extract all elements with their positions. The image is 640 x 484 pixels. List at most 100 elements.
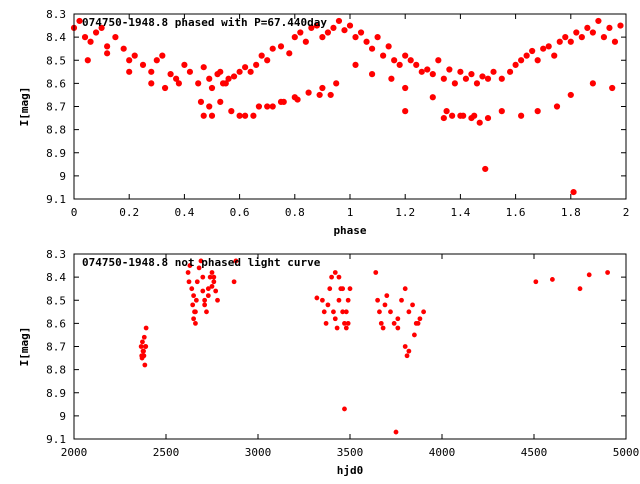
phased-data-point	[490, 68, 497, 75]
phased-data-point	[609, 84, 616, 92]
phased-data-point	[529, 47, 536, 55]
phased-data-point	[341, 27, 348, 34]
phased-data-point	[269, 103, 276, 110]
phased-data-point	[327, 91, 334, 99]
phased-data-point	[225, 75, 232, 82]
phased-data-point	[206, 103, 213, 110]
unphased-data-point	[533, 279, 539, 285]
phased-x-tick-label: 1	[347, 206, 354, 219]
phased-data-point	[457, 68, 464, 75]
unphased-x-tick-label: 4500	[521, 446, 548, 459]
unphased-data-point	[202, 302, 208, 308]
phased-points	[70, 17, 624, 196]
phased-data-point	[291, 34, 298, 41]
unphased-ticks: 2000 2500 3000 3500 4000 4500 5000 8.3 8.4 8.5 8.6…	[46, 248, 639, 459]
phased-data-point	[330, 24, 337, 31]
phased-data-point	[335, 17, 343, 25]
unphased-data-point	[209, 283, 215, 289]
unphased-x-axis-label: hjd0	[337, 464, 364, 477]
phased-data-point	[104, 50, 111, 57]
phased-x-tick-label: 0	[71, 206, 78, 219]
phased-data-point	[567, 91, 574, 99]
unphased-y-tick-label: 8.6	[46, 317, 66, 330]
unphased-data-point	[382, 302, 388, 308]
phased-data-point	[148, 80, 155, 87]
unphased-data-point	[395, 325, 401, 331]
phased-data-point	[479, 73, 486, 80]
phased-data-point	[374, 34, 381, 41]
phased-data-point	[324, 29, 332, 36]
unphased-y-tick-label: 8.7	[46, 341, 66, 354]
unphased-data-point	[410, 302, 415, 308]
phased-x-tick-label: 1.2	[395, 206, 415, 219]
phased-data-point	[81, 34, 89, 41]
phased-data-point	[595, 17, 602, 25]
phased-data-point	[534, 108, 541, 115]
phased-data-point	[264, 57, 271, 64]
unphased-data-point	[211, 279, 217, 285]
unphased-data-point	[187, 263, 193, 268]
phased-data-point	[153, 57, 160, 64]
phased-x-tick-label: 2	[623, 206, 630, 219]
unphased-y-tick-label: 9.1	[46, 433, 66, 446]
unphased-data-point	[417, 316, 423, 322]
unphased-data-point	[185, 270, 191, 275]
phased-data-point	[545, 43, 552, 50]
unphased-data-point	[329, 274, 335, 280]
unphased-data-point	[342, 406, 347, 412]
phased-data-point	[407, 57, 414, 64]
phased-data-point	[512, 61, 519, 68]
phased-data-point	[468, 114, 475, 122]
unphased-data-point	[340, 286, 346, 292]
phased-data-point	[242, 112, 249, 119]
phased-data-point	[363, 38, 370, 45]
phased-plot-frame	[73, 13, 627, 200]
unphased-light-curve-panel: 2000 2500 3000 3500 4000 4500 5000 8.3 8.4 8.5 8.6…	[18, 248, 639, 477]
phased-y-tick-label: 9.1	[46, 193, 66, 206]
unphased-data-point	[402, 286, 408, 292]
unphased-data-point	[140, 339, 145, 345]
unphased-data-point	[421, 309, 427, 315]
unphased-x-tick-label: 3000	[245, 446, 272, 459]
unphased-data-point	[345, 297, 351, 303]
phased-x-tick-label: 0.4	[174, 206, 194, 219]
phased-data-point	[589, 29, 596, 36]
phased-data-point	[518, 57, 525, 64]
phased-data-point	[611, 38, 619, 45]
unphased-data-point	[323, 320, 329, 326]
phased-data-point	[159, 52, 166, 59]
phased-data-point	[297, 29, 304, 36]
phased-data-point	[112, 34, 119, 41]
unphased-data-point	[345, 320, 351, 326]
phased-x-tick-label: 0.8	[285, 206, 305, 219]
unphased-data-point	[143, 325, 149, 331]
phased-data-point	[126, 57, 133, 64]
phased-data-point	[294, 96, 301, 103]
phased-data-point	[230, 73, 238, 80]
unphased-data-point	[402, 344, 408, 349]
phased-data-point	[473, 80, 481, 87]
phased-data-point	[200, 112, 207, 119]
phased-data-point	[368, 45, 376, 52]
phased-data-point	[217, 68, 224, 75]
unphased-data-point	[321, 309, 327, 315]
phased-data-point	[368, 71, 376, 78]
phased-data-point	[443, 108, 450, 115]
phased-data-point	[540, 45, 547, 52]
phased-data-point	[208, 84, 216, 92]
phased-data-point	[484, 114, 492, 122]
phased-y-tick-label: 8.9	[46, 147, 66, 160]
phased-data-point	[402, 84, 409, 92]
unphased-data-point	[209, 270, 215, 275]
phased-data-point	[173, 75, 180, 82]
unphased-data-point	[406, 309, 412, 315]
phased-data-point	[236, 112, 243, 119]
phased-data-point	[460, 112, 467, 119]
phased-data-point	[567, 38, 574, 45]
phased-data-point	[418, 68, 425, 75]
phased-data-point	[258, 52, 265, 59]
phased-data-point	[255, 103, 263, 110]
unphased-data-point	[200, 274, 206, 280]
